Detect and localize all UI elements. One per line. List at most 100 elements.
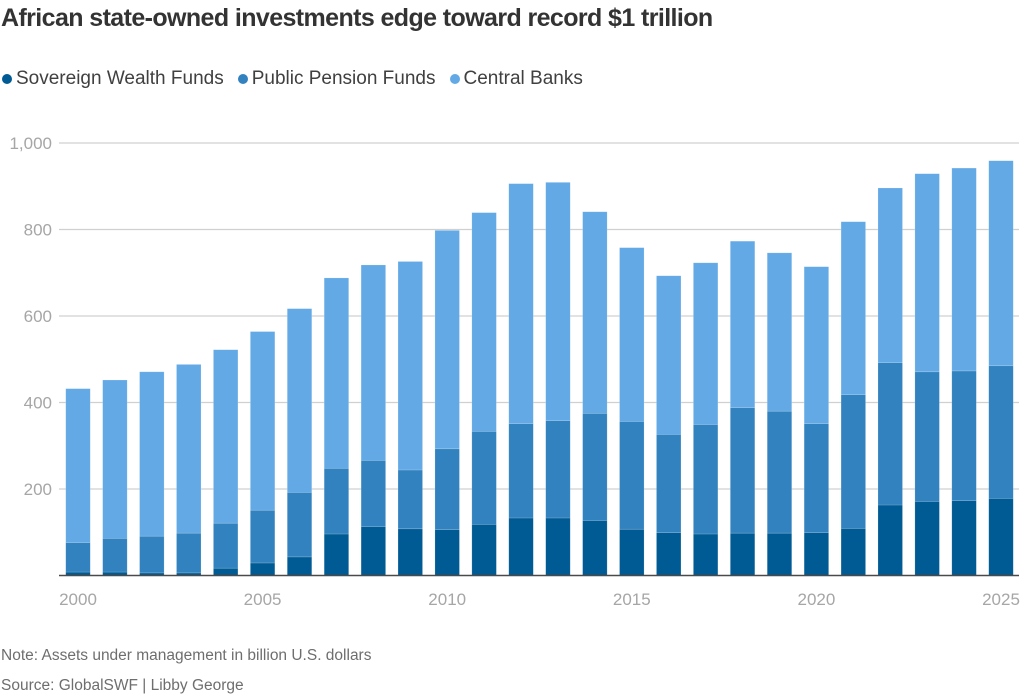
chart-note: Note: Assets under management in billion… [1,647,372,664]
bar-central-banks [619,247,645,422]
bar-sovereign-wealth-funds [840,528,866,576]
bar-central-banks [434,230,460,450]
bar-central-banks [360,264,386,461]
bar-central-banks [766,252,793,412]
bar-central-banks [213,349,239,524]
bar-public-pension-funds [951,370,977,501]
bar-public-pension-funds [286,492,313,558]
x-tick-label: 2010 [428,590,466,609]
bar-public-pension-funds [730,407,756,534]
bar-sovereign-wealth-funds [914,501,940,576]
bar-stack-2020 [803,266,829,576]
bar-sovereign-wealth-funds [286,556,313,576]
bar-public-pension-funds [250,509,276,564]
x-tick-label: 2015 [613,590,651,609]
bar-central-banks [951,167,977,372]
x-tick-label: 2005 [244,590,282,609]
bar-public-pension-funds [471,431,497,525]
bar-stack-2006 [286,308,313,576]
y-tick-label: 400 [24,394,52,413]
bar-central-banks [286,308,313,493]
bar-sovereign-wealth-funds [988,498,1014,576]
bar-sovereign-wealth-funds [360,526,386,576]
legend-item-sovereign-wealth-funds: Sovereign Wealth Funds [2,68,224,90]
bar-public-pension-funds [582,413,608,521]
y-axis-labels: 200 400 600 800 1,000 [9,134,52,499]
bar-public-pension-funds [656,434,682,533]
bar-public-pension-funds [840,394,866,529]
bar-public-pension-funds [434,448,460,530]
legend-item-public-pension-funds: Public Pension Funds [237,68,436,90]
legend-label: Public Pension Funds [251,68,436,89]
bar-central-banks [877,187,903,364]
bar-central-banks [803,266,829,424]
bar-sovereign-wealth-funds [508,517,534,576]
bar-stack-2022 [877,187,903,576]
bar-sovereign-wealth-funds [582,520,608,576]
bar-stack-2011 [471,212,497,576]
bar-stack-2007 [323,277,349,576]
bar-stack-2017 [693,262,719,576]
x-axis-labels: 2000 2005 2010 2015 2020 2025 [59,590,1020,609]
bar-stack-2008 [360,264,386,576]
bar-public-pension-funds [877,362,903,506]
bar-sovereign-wealth-funds [766,532,793,576]
bar-central-banks [250,331,276,511]
bars [65,160,1014,576]
bar-public-pension-funds [545,420,571,519]
bar-stack-2024 [951,167,977,576]
bar-sovereign-wealth-funds [397,528,423,576]
bar-stack-2009 [397,261,423,576]
chart-source: Source: GlobalSWF | Libby George [1,677,244,694]
bar-stack-2000 [65,388,91,576]
bar-central-banks [65,388,91,543]
chart-title: African state-owned investments edge tow… [1,4,713,32]
bar-sovereign-wealth-funds [619,528,645,576]
legend-swatch-sovereign-wealth-funds [2,74,12,84]
bar-stack-2018 [730,240,756,576]
bar-central-banks [508,183,534,424]
bar-sovereign-wealth-funds [545,517,571,576]
legend-item-central-banks: Central Banks [449,68,583,90]
y-tick-label: 1,000 [9,134,52,153]
bar-sovereign-wealth-funds [730,532,756,576]
bar-stack-2004 [213,349,239,576]
bar-public-pension-funds [65,542,91,573]
bar-stack-2013 [545,182,571,576]
x-tick-label: 2000 [59,590,97,609]
y-tick-label: 200 [24,480,52,499]
bar-public-pension-funds [988,365,1014,499]
bar-sovereign-wealth-funds [250,562,276,576]
bar-sovereign-wealth-funds [434,529,460,576]
bar-stack-2005 [250,331,276,576]
bar-stack-2015 [619,247,645,576]
legend-label: Central Banks [463,68,583,89]
bar-stack-2002 [139,371,165,576]
y-tick-label: 800 [24,221,52,240]
legend-swatch-public-pension-funds [237,74,248,84]
bar-central-banks [471,212,497,432]
bar-public-pension-funds [803,423,829,533]
bar-public-pension-funds [323,467,349,535]
bar-central-banks [545,182,571,421]
bar-public-pension-funds [397,469,423,530]
bar-public-pension-funds [360,460,386,527]
bar-sovereign-wealth-funds [693,533,719,576]
bar-public-pension-funds [766,410,793,534]
bar-sovereign-wealth-funds [803,532,829,576]
bar-stack-2001 [102,379,128,576]
bar-stack-2014 [582,211,608,576]
bar-sovereign-wealth-funds [213,567,239,576]
bar-public-pension-funds [213,522,239,569]
bar-public-pension-funds [619,421,645,530]
bar-central-banks [397,261,423,471]
bar-central-banks [988,160,1014,367]
bar-public-pension-funds [508,423,534,519]
bar-central-banks [656,275,682,435]
bar-sovereign-wealth-funds [951,500,977,576]
bar-central-banks [139,371,165,537]
bar-stack-2021 [840,221,866,576]
y-tick-label: 600 [24,307,52,326]
bar-central-banks [914,173,940,373]
